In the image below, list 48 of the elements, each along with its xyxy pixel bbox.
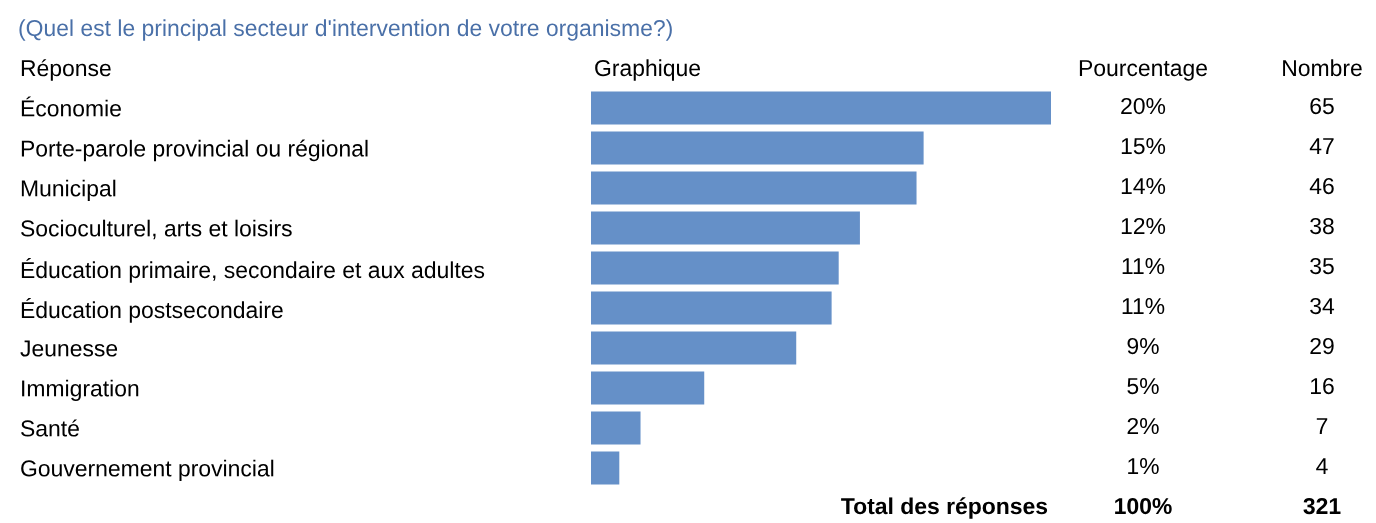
y-tick-label: Municipal [21,179,116,202]
data-label: 7 [1316,418,1328,434]
data-label: 16 [1311,377,1334,395]
data-label: 34 [1310,297,1335,315]
text: 100% [1115,497,1172,515]
text: (Quel est le principal secteur d'intervention de votre organisme?) [19,19,672,41]
data-label: 65 [1310,97,1334,115]
y-tick-label: Immigration [22,379,139,402]
data-label: 46 [1309,177,1334,195]
text: 12% [1121,217,1166,235]
text: 14% [1121,178,1166,195]
y-tick-label: Éducation primaire, secondaire et aux adultes [21,258,485,283]
text: 15% [1121,138,1166,155]
data-label: 35 [1310,257,1334,275]
bar [591,91,1051,125]
y-tick-label: Jeunesse [20,340,118,357]
text: 5% [1127,378,1159,395]
bar [591,451,620,485]
bar [591,171,917,205]
text: 321 [1303,497,1341,515]
y-tick-label: Santé [21,419,79,437]
text: 2% [1127,417,1159,435]
text: 9% [1127,337,1159,355]
text: Nombre [1283,59,1362,77]
text: Graphique [595,59,700,81]
y-tick-label: Socioculturel, arts et loisirs [21,219,292,240]
bar [591,211,860,245]
bar [591,291,832,325]
data-label: 29 [1310,337,1334,355]
text: 11% [1122,258,1165,275]
text: Réponse [21,59,111,81]
bar [591,411,641,445]
data-label: 4 [1316,458,1328,474]
y-tick-label: Gouvernement provincial [21,459,274,482]
text: Pourcentage [1079,60,1207,81]
text: 1% [1128,458,1159,475]
text: Total des réponses [841,497,1048,519]
data-label: 47 [1309,138,1334,154]
text: 11% [1122,298,1165,315]
bar [591,131,924,165]
y-tick-label: Économie [21,96,121,117]
bar [591,371,705,405]
y-tick-label: Éducation postsecondaire [21,298,283,323]
bar [591,331,797,365]
y-tick-label: Porte-parole provincial ou régional [21,139,368,162]
text: 20% [1121,97,1166,115]
data-label: 38 [1310,217,1334,235]
bar [591,251,839,285]
